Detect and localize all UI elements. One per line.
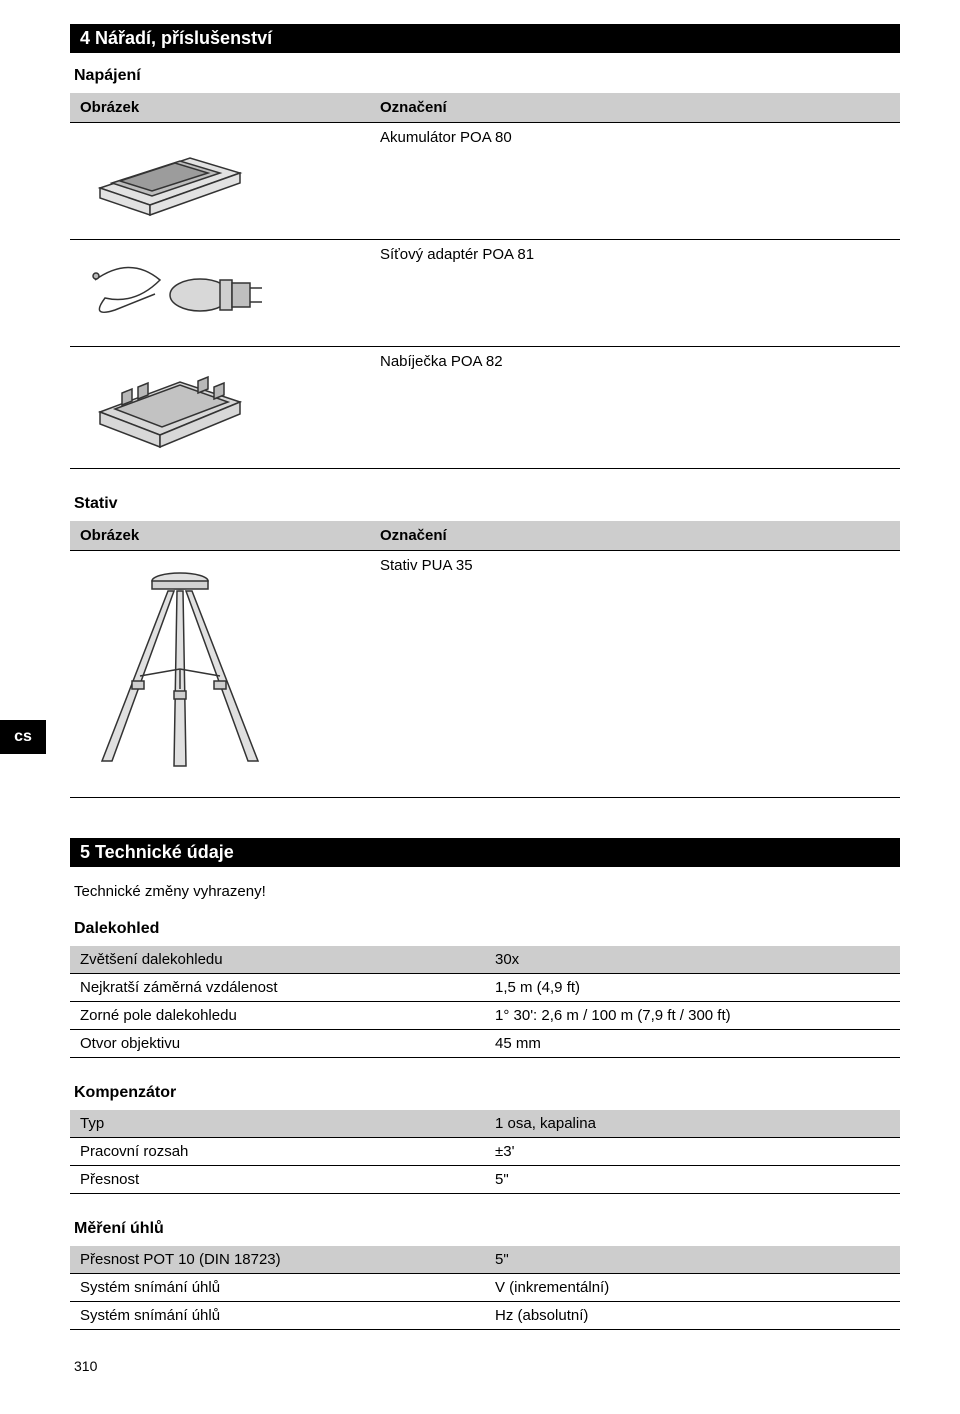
page-number: 310 xyxy=(70,1330,900,1374)
spec-key: Systém snímání úhlů xyxy=(70,1274,485,1302)
group1-heading: Napájení xyxy=(70,61,900,93)
table-row: Přesnost POT 10 (DIN 18723) 5" xyxy=(70,1246,900,1274)
page: 4 Nářadí, příslušenství Napájení Obrázek… xyxy=(0,0,960,1414)
table-header-row: Obrázek Označení xyxy=(70,93,900,123)
table-row: Přesnost 5" xyxy=(70,1166,900,1194)
accessory-label: Nabíječka POA 82 xyxy=(370,347,900,468)
stativ-table: Obrázek Označení xyxy=(70,521,900,798)
table-row: Zorné pole dalekohledu 1° 30': 2,6 m / 1… xyxy=(70,1002,900,1030)
table-row: Nejkratší záměrná vzdálenost 1,5 m (4,9 … xyxy=(70,974,900,1002)
col-header-image: Obrázek xyxy=(70,521,370,550)
spec-table-dalekohled: Zvětšení dalekohledu 30x Nejkratší záměr… xyxy=(70,946,900,1058)
spec-group-heading: Kompenzátor xyxy=(70,1078,900,1110)
spec-key: Nejkratší záměrná vzdálenost xyxy=(70,974,485,1002)
spec-key: Typ xyxy=(70,1110,485,1138)
spec-key: Zorné pole dalekohledu xyxy=(70,1002,485,1030)
group2-heading: Stativ xyxy=(70,489,900,521)
accessory-image-cell xyxy=(70,551,370,797)
table-row: Stativ PUA 35 xyxy=(70,551,900,798)
accessory-label: Akumulátor POA 80 xyxy=(370,123,900,239)
spec-key: Přesnost xyxy=(70,1166,485,1194)
spec-key: Zvětšení dalekohledu xyxy=(70,946,485,974)
spec-value: 1 osa, kapalina xyxy=(485,1110,900,1138)
table-row: Otvor objektivu 45 mm xyxy=(70,1030,900,1058)
col-header-image: Obrázek xyxy=(70,93,370,122)
table-header-row: Obrázek Označení xyxy=(70,521,900,551)
col-header-label: Označení xyxy=(370,521,900,550)
spec-value: 30x xyxy=(485,946,900,974)
table-row: Typ 1 osa, kapalina xyxy=(70,1110,900,1138)
tripod-icon xyxy=(80,557,360,791)
spec-value: 1,5 m (4,9 ft) xyxy=(485,974,900,1002)
spec-key: Otvor objektivu xyxy=(70,1030,485,1058)
spec-table-mereni: Přesnost POT 10 (DIN 18723) 5" Systém sn… xyxy=(70,1246,900,1330)
accessory-label: Stativ PUA 35 xyxy=(370,551,900,797)
spec-value: 5" xyxy=(485,1166,900,1194)
spec-key: Systém snímání úhlů xyxy=(70,1302,485,1330)
table-row: Akumulátor POA 80 xyxy=(70,123,900,240)
section5-title-bar: 5 Technické údaje xyxy=(70,838,900,867)
accessory-image-cell xyxy=(70,240,370,346)
table-row: Pracovní rozsah ±3' xyxy=(70,1138,900,1166)
section4-title-bar: 4 Nářadí, příslušenství xyxy=(70,24,900,53)
napajeni-table: Obrázek Označení Akumu xyxy=(70,93,900,469)
spec-key: Přesnost POT 10 (DIN 18723) xyxy=(70,1246,485,1274)
table-row: Síťový adaptér POA 81 xyxy=(70,240,900,347)
table-row: Systém snímání úhlů V (inkrementální) xyxy=(70,1274,900,1302)
col-header-label: Označení xyxy=(370,93,900,122)
spec-table-kompenzator: Typ 1 osa, kapalina Pracovní rozsah ±3' … xyxy=(70,1110,900,1194)
accessory-image-cell xyxy=(70,347,370,468)
table-row: Zvětšení dalekohledu 30x xyxy=(70,946,900,974)
accessory-image-cell xyxy=(70,123,370,239)
accessory-label: Síťový adaptér POA 81 xyxy=(370,240,900,346)
table-row: Systém snímání úhlů Hz (absolutní) xyxy=(70,1302,900,1330)
spec-value: 5" xyxy=(485,1246,900,1274)
spec-value: Hz (absolutní) xyxy=(485,1302,900,1330)
spec-value: V (inkrementální) xyxy=(485,1274,900,1302)
battery-icon xyxy=(80,129,360,233)
spec-value: 45 mm xyxy=(485,1030,900,1058)
tech-note: Technické změny vyhrazeny! xyxy=(70,875,900,914)
table-row: Nabíječka POA 82 xyxy=(70,347,900,469)
spec-group-heading: Dalekohled xyxy=(70,914,900,946)
spec-group-heading: Měření úhlů xyxy=(70,1214,900,1246)
spec-key: Pracovní rozsah xyxy=(70,1138,485,1166)
adapter-icon xyxy=(80,246,360,340)
charger-icon xyxy=(80,353,360,462)
spec-value: ±3' xyxy=(485,1138,900,1166)
spec-value: 1° 30': 2,6 m / 100 m (7,9 ft / 300 ft) xyxy=(485,1002,900,1030)
